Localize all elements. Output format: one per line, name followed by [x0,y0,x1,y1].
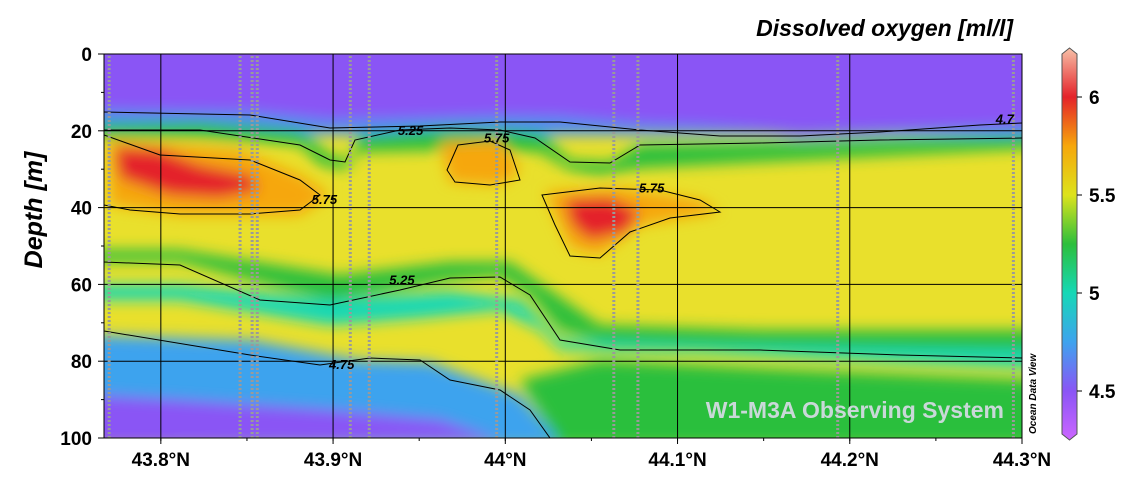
red-core-west [115,148,260,198]
chart-title: Dissolved oxygen [ml/l] [756,15,1014,41]
contour-label: 4.75 [328,357,355,372]
colorbar-tick-label: 6 [1089,88,1100,109]
contour-label: 5.25 [398,123,424,138]
core-orange-mid [440,140,520,185]
contour-labels: 4.7 5.25 5.75 5.75 5.75 5.25 4.75 [312,111,1015,372]
contour-5-25-lower [104,261,1022,359]
colorbar-tick-label: 5 [1089,284,1100,305]
deep-purple-west [104,395,494,438]
contour-5-25-upper [104,127,1022,164]
oxygen-field: 4.7 5.25 5.75 5.75 5.75 5.25 4.75 W1-M3A Obser… [104,54,1022,438]
contour-5-75-east [541,187,722,259]
x-tick-label: 43.9°N [304,450,362,471]
contour-label: 5.75 [484,130,510,145]
y-tick-label: 0 [81,45,92,66]
x-tick-label: 44.3°N [993,450,1051,471]
y-tick-label: 60 [71,275,92,296]
deep-green-east [520,360,1022,438]
software-label: Ocean Data View [1028,353,1039,434]
x-tick-label: 43.8°N [132,450,190,471]
y-axis-label: Depth [m] [20,150,48,268]
contour-lines [104,111,1022,438]
contour-label: 5.75 [639,180,665,195]
contour-label: 5.75 [312,192,338,207]
y-tick-label: 20 [71,122,92,143]
x-axis: 43.8°N 43.9°N 44°N 44.1°N 44.2°N 44.3°N [132,438,1051,471]
contour-4-75 [104,330,551,438]
y-tick-label: 100 [60,429,92,450]
y-axis: 0 20 40 60 80 100 [60,45,104,450]
colorbar-ramp [1061,47,1078,441]
y-tick-label: 40 [71,199,92,220]
x-tick-label: 44.1°N [648,450,706,471]
red-core-east [565,198,640,240]
contour-label: 4.7 [995,111,1015,126]
contour-5-75-west [104,134,321,215]
x-tick-label: 44.2°N [821,450,879,471]
colorbar-tick-label: 5.5 [1089,186,1116,207]
colorbar-tick-label: 4.5 [1089,382,1116,403]
y-tick-label: 80 [71,352,92,373]
contour-label: 5.25 [389,273,415,288]
colorbar: 4.5 5 5.5 6 [1061,47,1116,441]
x-tick-label: 44°N [484,450,526,471]
watermark: W1-M3A Observing System [706,397,1004,423]
